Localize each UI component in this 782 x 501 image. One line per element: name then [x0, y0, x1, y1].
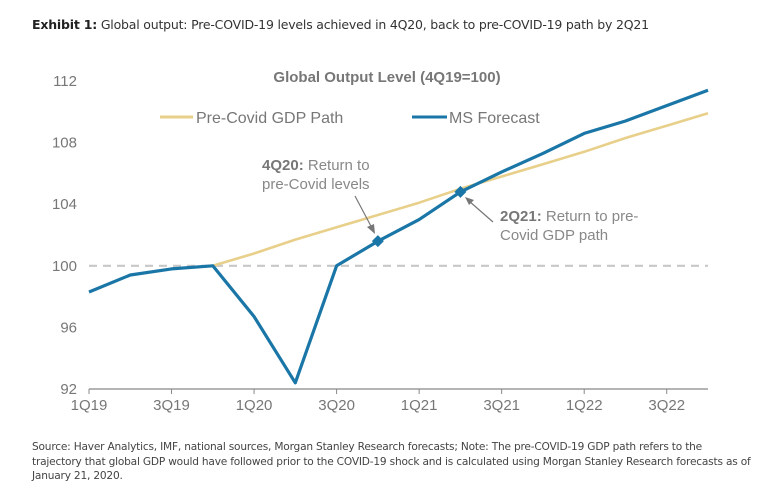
annotation-4q20-arrow: [354, 195, 374, 231]
line-chart: Global Output Level (4Q19=100) Pre-Covid…: [52, 69, 709, 414]
x-tick-label: 1Q19: [71, 397, 108, 414]
x-tick-label: 1Q21: [401, 397, 438, 414]
marker-4q20: [371, 235, 384, 248]
annotation-4q20: 4Q20: Return to pre-Covid levels: [262, 157, 375, 234]
annotation-2q21-bold: 2Q21:: [500, 208, 542, 225]
annotation-4q20-line1: 4Q20: Return to: [262, 157, 370, 174]
annotation-4q20-bold: 4Q20:: [262, 157, 304, 174]
legend-label-ms-forecast: MS Forecast: [449, 110, 540, 127]
x-tick-label: 3Q22: [648, 397, 685, 414]
legend-label-pre-covid: Pre-Covid GDP Path: [196, 110, 343, 127]
x-tick-label: 1Q22: [566, 397, 603, 414]
x-tick-label: 1Q20: [236, 397, 273, 414]
annotation-4q20-text1: Return to: [304, 157, 370, 174]
y-tick-label: 112: [53, 73, 77, 90]
y-tick-label: 108: [52, 135, 77, 152]
y-tick-label: 104: [52, 196, 77, 213]
y-tick-label: 100: [52, 258, 77, 275]
footnote: Source: Haver Analytics, IMF, national s…: [32, 441, 751, 482]
markers: [371, 185, 467, 248]
annotation-4q20-line2: pre-Covid levels: [262, 176, 370, 193]
annotation-2q21-line1: 2Q21: Return to pre-: [500, 208, 638, 225]
y-axis: 92 96 100 104 108 112: [52, 73, 77, 398]
series-line-ms-forecast: [88, 88, 709, 385]
annotation-2q21-text1: Return to pre-: [542, 208, 639, 225]
x-tick-label: 3Q21: [483, 397, 520, 414]
x-tick-label: 3Q19: [153, 397, 190, 414]
series-lines: [88, 88, 709, 385]
annotation-2q21-arrow: [468, 200, 494, 223]
x-axis: 1Q19 3Q19 1Q20 3Q20 1Q21 3Q21 1Q22 3Q22: [71, 388, 708, 414]
exhibit-title: Exhibit 1: Global output: Pre-COVID-19 l…: [32, 17, 649, 32]
y-tick-label: 96: [60, 319, 77, 336]
annotation-2q21: 2Q21: Return to pre- Covid GDP path: [465, 197, 638, 244]
legend: Pre-Covid GDP Path MS Forecast: [160, 110, 540, 127]
exhibit-text: Global output: Pre-COVID-19 levels achie…: [97, 17, 649, 32]
exhibit-label: Exhibit 1:: [32, 17, 98, 32]
annotation-2q21-line2: Covid GDP path: [500, 227, 608, 244]
annotation-2q21-arrowhead: [465, 197, 474, 205]
marker-2q21: [454, 185, 467, 198]
chart-title: Global Output Level (4Q19=100): [273, 69, 500, 86]
annotation-4q20-arrowhead: [367, 224, 375, 234]
x-tick-label: 3Q20: [318, 397, 355, 414]
y-tick-label: 92: [60, 381, 77, 398]
